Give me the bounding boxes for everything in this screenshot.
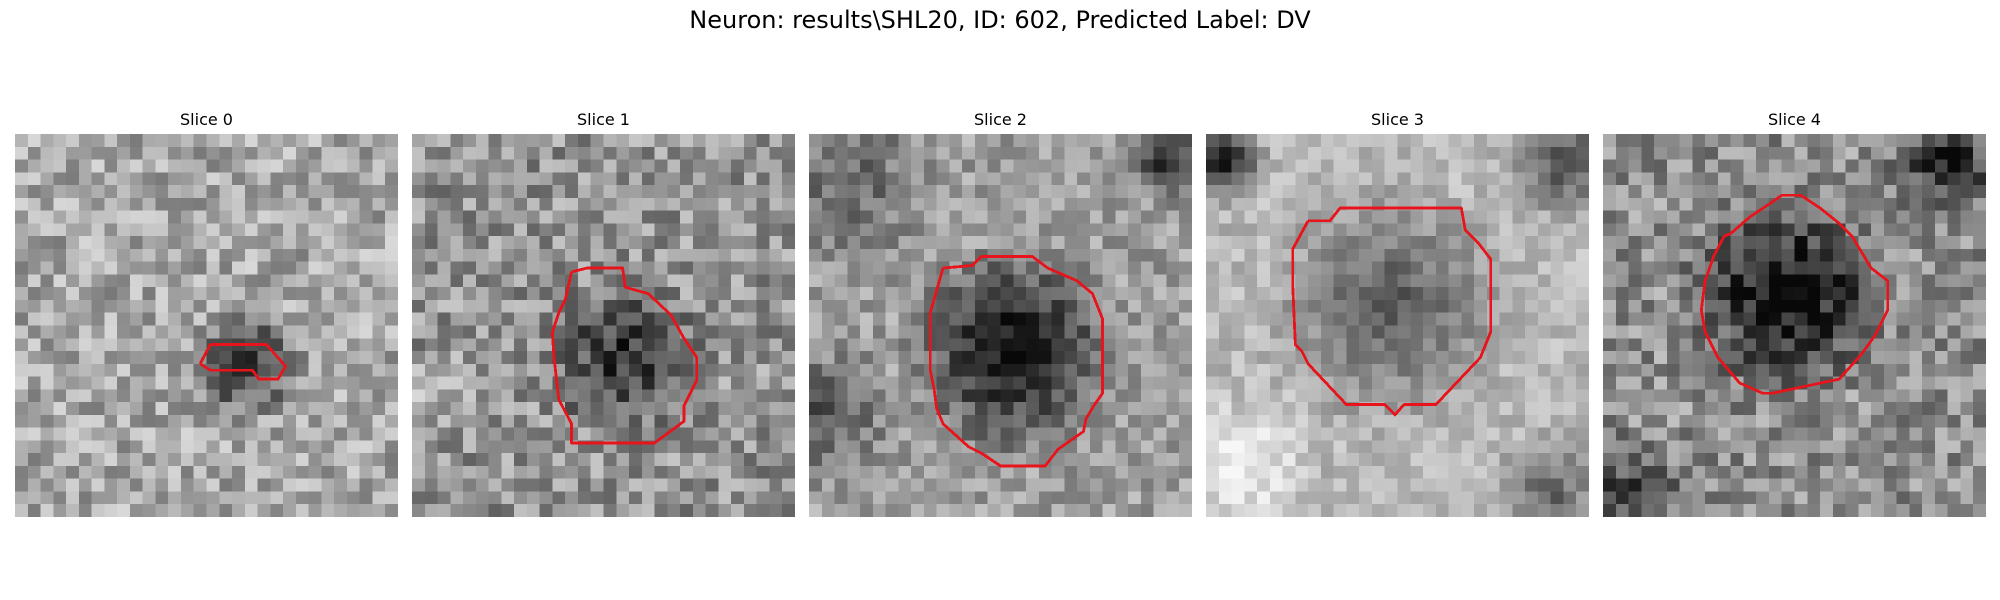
slice-panel-2: Slice 2	[809, 108, 1192, 517]
slice-title-2: Slice 2	[974, 110, 1027, 129]
roi-contour-1	[551, 266, 699, 445]
slice-title-0: Slice 0	[180, 110, 233, 129]
roi-contour-4	[1699, 193, 1890, 395]
slice-image-0	[15, 134, 398, 517]
slice-title-4: Slice 4	[1768, 110, 1821, 129]
slice-image-1	[412, 134, 795, 517]
roi-contour-2	[928, 255, 1105, 468]
slice-title-1: Slice 1	[577, 110, 630, 129]
slice-image-4	[1603, 134, 1986, 517]
roi-contour-0	[198, 343, 288, 381]
slice-panel-4: Slice 4	[1603, 108, 1986, 517]
figure-title: Neuron: results\SHL20, ID: 602, Predicte…	[689, 6, 1311, 34]
roi-contour-3	[1291, 206, 1493, 417]
slice-panel-3: Slice 3	[1206, 108, 1589, 517]
slice-image-3	[1206, 134, 1589, 517]
slice-image-2	[809, 134, 1192, 517]
slice-panel-1: Slice 1	[412, 108, 795, 517]
slice-panel-0: Slice 0	[15, 108, 398, 517]
slice-title-3: Slice 3	[1371, 110, 1424, 129]
